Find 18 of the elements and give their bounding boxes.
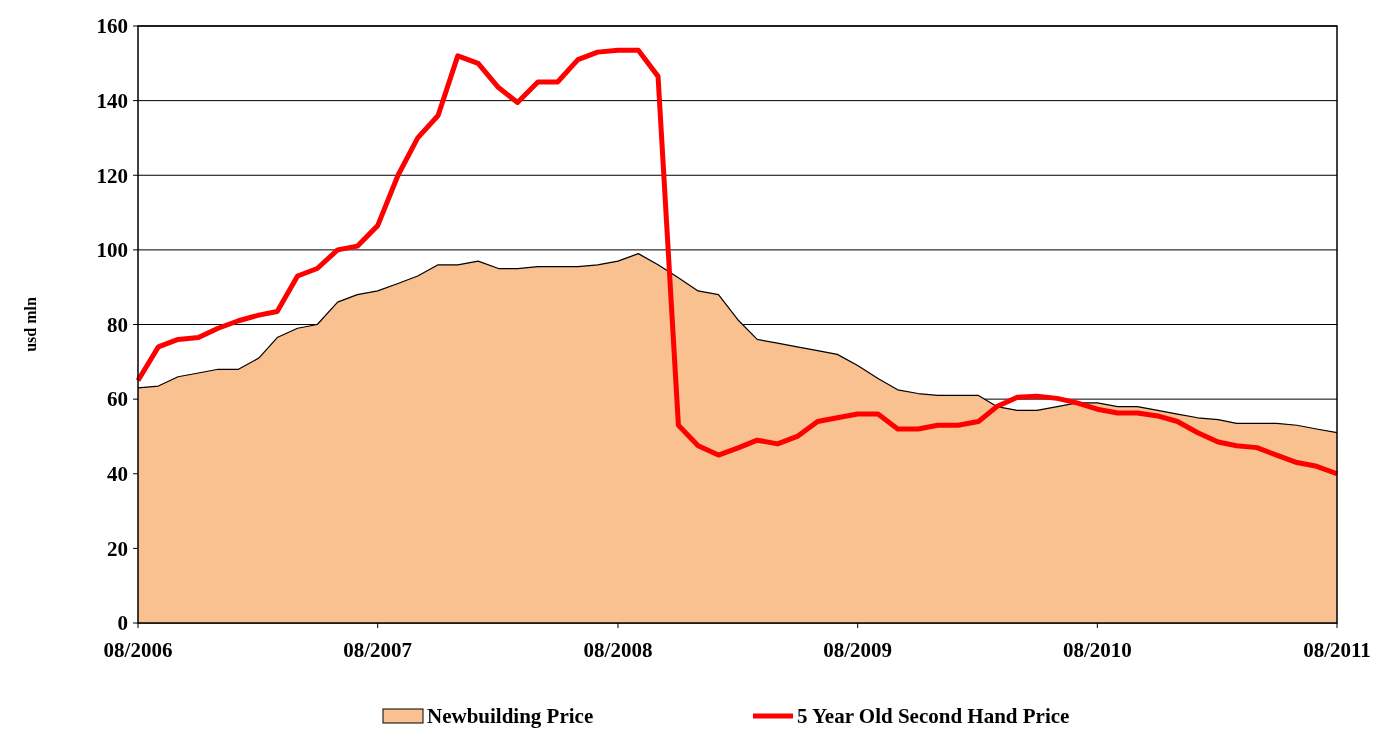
y-tick-label: 100 <box>96 238 128 263</box>
x-tick-label: 08/2011 <box>1303 638 1371 662</box>
y-tick-label: 40 <box>107 462 128 487</box>
x-tick-label: 08/2008 <box>583 638 653 662</box>
legend-label: Newbuilding Price <box>427 704 594 728</box>
x-tick-label: 08/2007 <box>343 638 413 662</box>
x-tick-label: 08/2010 <box>1062 638 1132 662</box>
legend-label: 5 Year Old Second Hand Price <box>797 704 1070 728</box>
y-tick-label: 120 <box>96 163 128 188</box>
y-tick-label: 160 <box>96 14 128 39</box>
x-tick-label: 08/2009 <box>823 638 893 662</box>
y-tick-label: 80 <box>107 312 128 337</box>
y-axis-title: usd mln <box>22 297 39 352</box>
y-tick-label: 140 <box>96 88 128 113</box>
x-tick-label: 08/2006 <box>103 638 173 662</box>
y-tick-label: 20 <box>107 536 128 561</box>
y-tick-label: 0 <box>117 611 128 636</box>
y-tick-label: 60 <box>107 387 128 412</box>
